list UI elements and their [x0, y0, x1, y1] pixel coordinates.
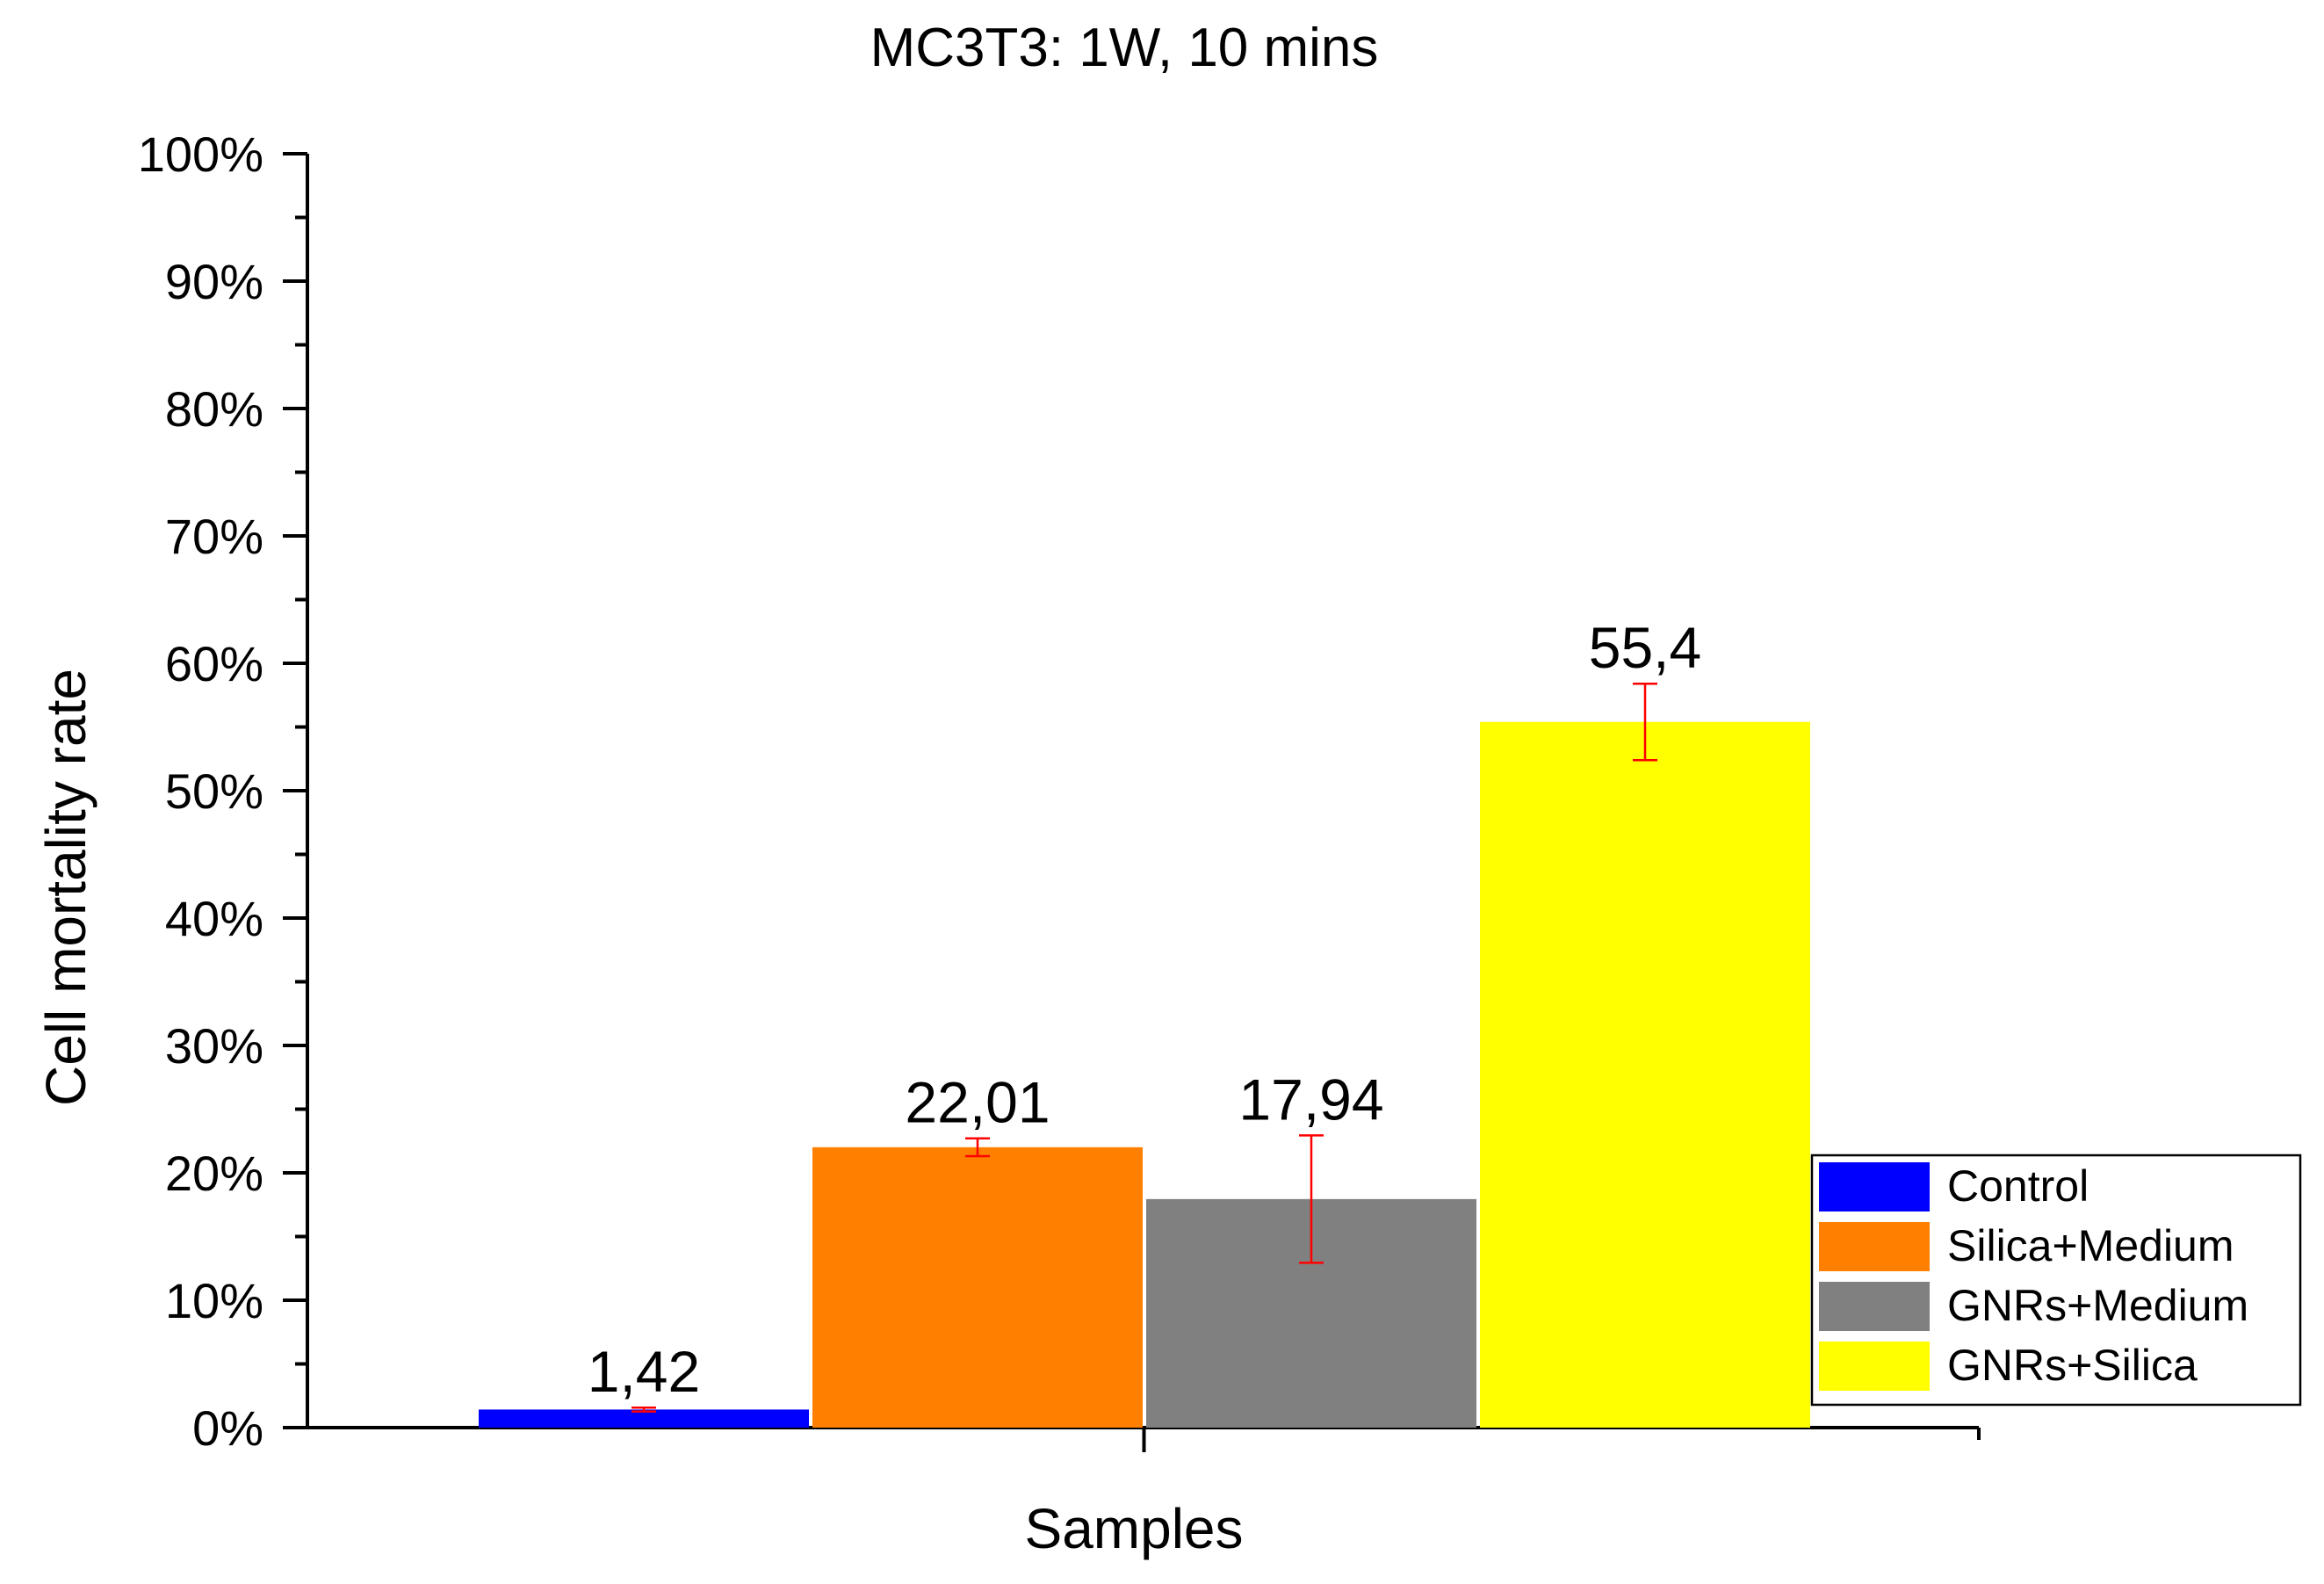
y-tick-label: 60%	[165, 636, 263, 691]
y-tick-label: 90%	[165, 254, 263, 309]
y-tick-label: 70%	[165, 509, 263, 564]
legend-swatch	[1819, 1282, 1930, 1331]
legend-swatch	[1819, 1222, 1930, 1271]
legend-swatch	[1819, 1342, 1930, 1391]
data-label: 1,42	[588, 1339, 700, 1404]
legend-swatch	[1819, 1162, 1930, 1212]
y-tick-label: 50%	[165, 763, 263, 819]
legend-label: GNRs+Silica	[1947, 1341, 2198, 1390]
bars: 1,42 22,01 17,94 55,4	[479, 615, 1810, 1428]
legend-label: Control	[1947, 1161, 2089, 1211]
axes: 0% 10% 20% 30% 40% 50% 60% 70% 80% 90% 100%	[138, 127, 1981, 1456]
y-tick-label: 100%	[138, 127, 263, 182]
data-label: 55,4	[1589, 615, 1701, 680]
y-axis-label: Cell mortality rate	[34, 669, 97, 1106]
bar-silica-medium	[812, 1146, 1143, 1428]
y-tick-label: 40%	[165, 891, 263, 946]
data-label: 17,94	[1238, 1067, 1383, 1132]
x-axis-label: Samples	[1025, 1497, 1244, 1560]
data-label: 22,01	[905, 1070, 1050, 1135]
y-tick-label: 80%	[165, 381, 263, 437]
legend-label: Silica+Medium	[1947, 1221, 2234, 1270]
legend-label: GNRs+Medium	[1947, 1281, 2248, 1330]
y-tick-label: 20%	[165, 1146, 263, 1201]
y-tick-label: 0%	[192, 1400, 263, 1456]
y-tick-label: 10%	[165, 1273, 263, 1328]
y-tick-label: 30%	[165, 1018, 263, 1074]
bar-control	[479, 1409, 809, 1428]
legend: Control Silica+Medium GNRs+Medium GNRs+Sili…	[1810, 1154, 2302, 1407]
bar-gnrs-silica	[1480, 721, 1810, 1428]
chart-title: MC3T3: 1W, 10 mins	[870, 18, 1379, 78]
